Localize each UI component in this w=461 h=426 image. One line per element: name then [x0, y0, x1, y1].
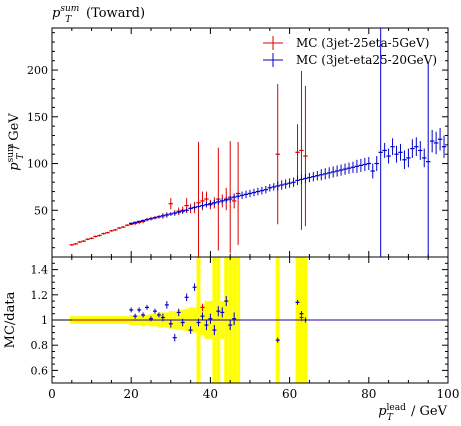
- title: psum T (Toward): [52, 4, 145, 25]
- main-data-marks: [69, 28, 447, 257]
- main-y-tick-label: 200: [27, 64, 48, 77]
- main-y-axis: 50 100 150 200: [27, 32, 448, 249]
- ratio-y-tick-label: 0.8: [31, 339, 49, 352]
- ratio-data-marks: [71, 283, 448, 343]
- ratio-y-tick-label: 0.6: [31, 364, 49, 377]
- title-text: (Toward): [86, 6, 145, 21]
- x-tick-label: 60: [282, 387, 297, 401]
- title-variable: psum T: [52, 4, 79, 25]
- x-axis-label: plead T / GeV: [378, 403, 447, 422]
- main-y-tick-label: 100: [27, 158, 48, 171]
- x-tick-label: 80: [361, 387, 376, 401]
- ratio-y-axis-label: MC/data: [3, 291, 18, 348]
- x-axis: 0 20 40 60 80 100: [48, 257, 459, 401]
- ratio-y-axis: 0.6 0.8 1 1.2 1.4: [31, 262, 448, 377]
- legend-label-blue: MC (3jet-eta25-20GeV): [296, 53, 437, 67]
- main-y-axis-label: psumT / GeV: [6, 113, 26, 171]
- main-y-tick-label: 150: [27, 111, 48, 124]
- legend: MC (3jet-25eta-5GeV) MC (3jet-eta25-20Ge…: [263, 36, 437, 67]
- ratio-y-tick-label: 1.4: [31, 264, 49, 277]
- main-panel: 50 100 150 200 psumT / GeV MC (3jet-25eta-5…: [6, 27, 449, 258]
- x-tick-label: 100: [437, 387, 460, 401]
- main-y-tick-label: 50: [34, 204, 48, 217]
- legend-label-red: MC (3jet-25eta-5GeV): [296, 36, 429, 50]
- ratio-y-tick-label: 1: [41, 314, 48, 327]
- x-tick-label: 20: [124, 387, 139, 401]
- ratio-panel: 0.6 0.8 1 1.2 1.4 0 20 40 60 80 100 MC/data: [3, 256, 459, 401]
- x-tick-label: 0: [48, 387, 56, 401]
- ratio-y-tick-label: 1.2: [31, 289, 49, 302]
- x-tick-label: 40: [203, 387, 218, 401]
